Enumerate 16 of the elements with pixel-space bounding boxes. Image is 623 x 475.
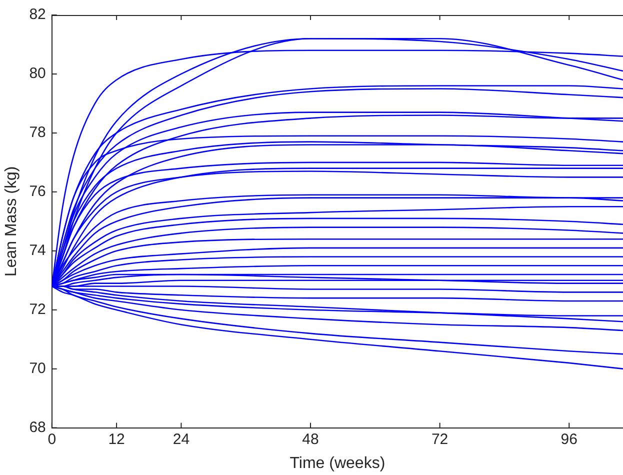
x-tick-label: 48 — [302, 430, 319, 448]
x-tick-label: 0 — [48, 430, 56, 448]
y-tick-label: 74 — [29, 242, 46, 260]
x-tick-label: 96 — [560, 430, 578, 448]
x-axis-title: Time (weeks) — [290, 454, 386, 472]
y-tick-label: 80 — [29, 65, 46, 82]
y-axis-title: Lean Mass (kg) — [3, 166, 20, 277]
y-tick-label: 68 — [29, 418, 46, 436]
y-tick-label: 82 — [29, 6, 46, 24]
x-tick-label: 72 — [431, 430, 448, 448]
y-tick-label: 78 — [29, 124, 46, 142]
x-tick-label: 24 — [172, 430, 190, 448]
y-tick-label: 76 — [29, 183, 46, 200]
y-tick-label: 72 — [29, 301, 46, 318]
x-tick-label: 12 — [108, 430, 125, 448]
y-tick-label: 70 — [29, 360, 46, 377]
